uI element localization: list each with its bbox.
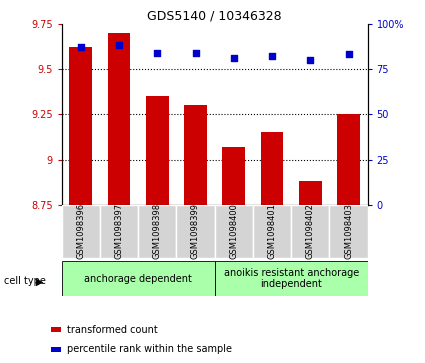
Point xyxy=(192,50,199,56)
Text: GSM1098401: GSM1098401 xyxy=(267,204,277,259)
Text: GSM1098396: GSM1098396 xyxy=(76,203,85,260)
Text: percentile rank within the sample: percentile rank within the sample xyxy=(67,344,232,355)
Text: GSM1098403: GSM1098403 xyxy=(344,203,353,260)
Bar xyxy=(291,205,329,258)
Text: cell type: cell type xyxy=(4,276,46,286)
Text: GSM1098400: GSM1098400 xyxy=(229,204,238,259)
Bar xyxy=(253,205,291,258)
Text: GSM1098398: GSM1098398 xyxy=(153,203,162,260)
Text: ▶: ▶ xyxy=(36,276,43,286)
Text: anoikis resistant anchorage
independent: anoikis resistant anchorage independent xyxy=(224,268,359,289)
Bar xyxy=(222,147,245,205)
Bar xyxy=(215,205,253,258)
Bar xyxy=(299,182,322,205)
Text: anchorage dependent: anchorage dependent xyxy=(84,274,192,284)
Text: GSM1098402: GSM1098402 xyxy=(306,204,315,259)
Bar xyxy=(215,261,368,296)
Bar xyxy=(69,47,92,205)
Point xyxy=(77,44,84,50)
Point xyxy=(230,55,237,61)
Bar xyxy=(176,205,215,258)
Bar xyxy=(337,114,360,205)
Point xyxy=(307,57,314,63)
Bar xyxy=(329,205,368,258)
Text: GSM1098399: GSM1098399 xyxy=(191,203,200,260)
Text: transformed count: transformed count xyxy=(67,325,158,335)
Bar xyxy=(100,205,138,258)
Text: GSM1098397: GSM1098397 xyxy=(114,203,124,260)
Point xyxy=(154,50,161,56)
Bar xyxy=(146,96,169,205)
Bar xyxy=(138,205,176,258)
Point xyxy=(269,53,275,59)
Point xyxy=(345,52,352,57)
Bar xyxy=(62,205,100,258)
Bar xyxy=(108,33,130,205)
Title: GDS5140 / 10346328: GDS5140 / 10346328 xyxy=(147,9,282,23)
Bar xyxy=(62,261,215,296)
Point xyxy=(116,42,122,48)
Bar xyxy=(261,132,283,205)
Bar xyxy=(184,105,207,205)
